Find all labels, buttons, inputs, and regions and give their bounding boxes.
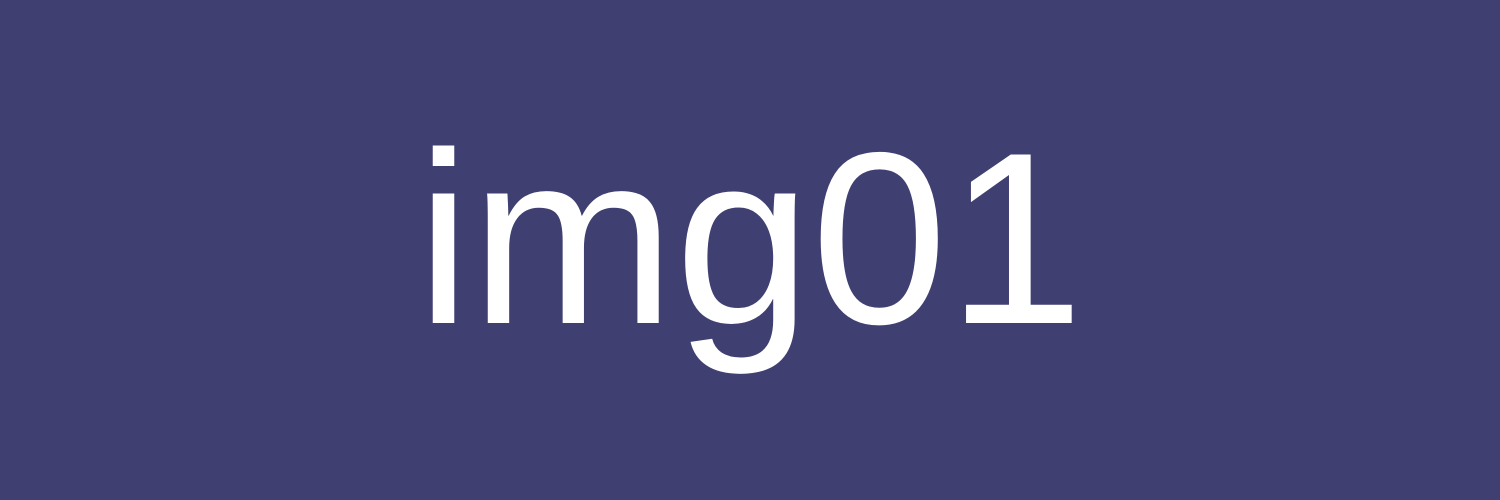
placeholder-label: img01	[416, 101, 1084, 375]
